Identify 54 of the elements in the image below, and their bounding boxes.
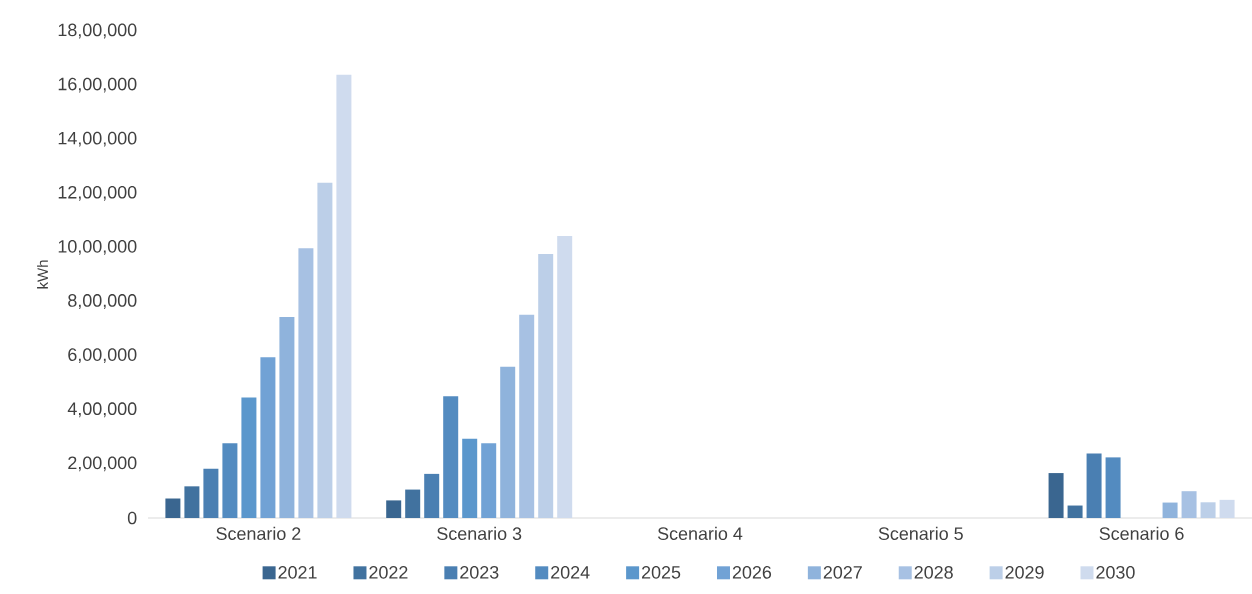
bar xyxy=(1067,505,1083,518)
y-tick-label: 12,00,000 xyxy=(58,185,137,201)
bar xyxy=(1086,453,1102,518)
legend-label: 2028 xyxy=(914,565,953,579)
bar xyxy=(260,357,276,518)
y-tick-label: 2,00,000 xyxy=(68,456,137,472)
bar xyxy=(203,468,219,518)
y-tick-label: 14,00,000 xyxy=(58,131,137,147)
x-tick-label: Scenario 4 xyxy=(657,526,743,540)
bar xyxy=(165,498,181,518)
y-tick-label: 18,00,000 xyxy=(58,23,137,39)
y-tick-label: 4,00,000 xyxy=(67,402,137,418)
legend-label: 2022 xyxy=(369,565,408,579)
legend-label: 2024 xyxy=(551,565,590,579)
x-tick-label: Scenario 6 xyxy=(1099,526,1184,540)
legend-label: 2027 xyxy=(823,565,862,579)
bar xyxy=(1219,499,1235,518)
y-axis-title: kWh xyxy=(37,260,48,289)
x-tick-label: Scenario 3 xyxy=(437,526,522,540)
bar xyxy=(405,489,421,518)
bar xyxy=(557,236,573,518)
y-tick-label: 6,00,000 xyxy=(68,348,137,364)
bar xyxy=(298,248,314,518)
bar xyxy=(1162,502,1178,518)
bar xyxy=(424,473,440,518)
bar xyxy=(336,74,352,518)
bar xyxy=(1105,457,1121,518)
bar xyxy=(241,397,257,518)
y-tick-label: 0 xyxy=(127,511,137,525)
bar xyxy=(519,314,535,518)
bar xyxy=(1181,491,1197,518)
bar xyxy=(462,438,478,518)
legend-label: 2021 xyxy=(278,565,317,579)
x-tick-label: Scenario 2 xyxy=(216,526,301,540)
bar xyxy=(481,443,497,518)
bar xyxy=(279,316,295,518)
legend-label: 2029 xyxy=(1005,565,1044,579)
bar xyxy=(500,366,516,518)
bar xyxy=(317,182,333,518)
legend-label: 2025 xyxy=(642,565,681,579)
y-tick-label: 16,00,000 xyxy=(58,77,137,93)
legend-label: 2030 xyxy=(1096,565,1135,579)
y-tick-label: 10,00,000 xyxy=(58,240,137,255)
bar xyxy=(443,396,459,518)
bar xyxy=(538,253,554,518)
x-tick-label: Scenario 5 xyxy=(878,526,963,540)
bar xyxy=(184,486,200,518)
y-tick-label: 8,00,000 xyxy=(68,294,137,309)
bar xyxy=(1200,502,1216,518)
legend-label: 2023 xyxy=(460,565,499,579)
legend-label: 2026 xyxy=(732,565,772,579)
bar xyxy=(1048,473,1064,518)
bar xyxy=(386,500,402,518)
bar xyxy=(222,443,238,518)
